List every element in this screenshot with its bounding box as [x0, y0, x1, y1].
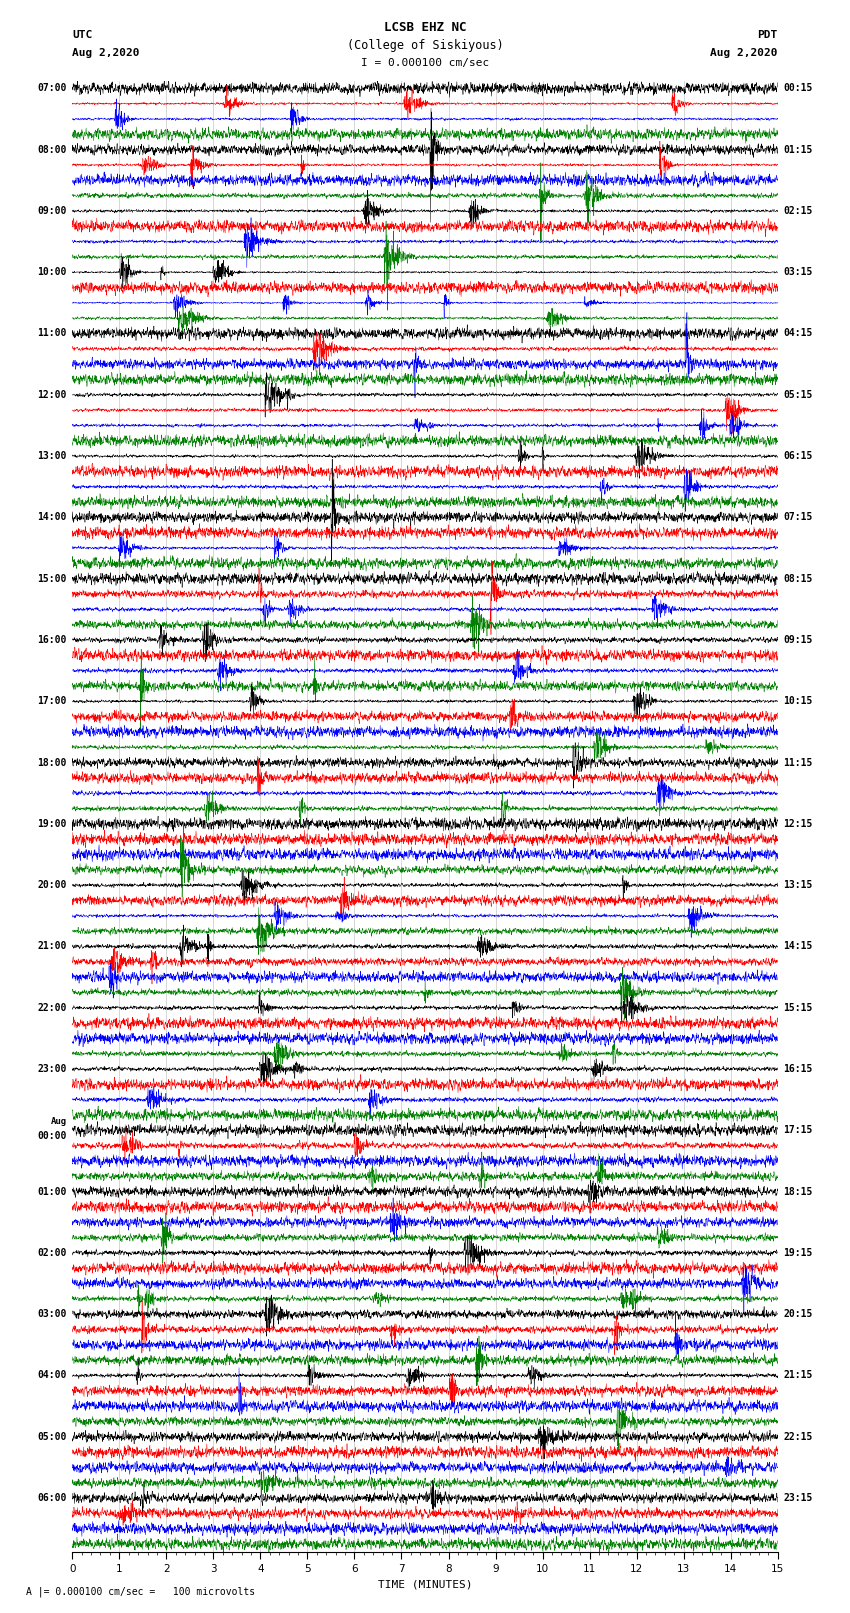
Text: 16:15: 16:15 [784, 1065, 813, 1074]
Text: 11:15: 11:15 [784, 758, 813, 768]
Text: 04:15: 04:15 [784, 329, 813, 339]
Text: 07:15: 07:15 [784, 513, 813, 523]
Text: Aug 2,2020: Aug 2,2020 [711, 48, 778, 58]
Text: 17:15: 17:15 [784, 1126, 813, 1136]
Text: 05:00: 05:00 [37, 1432, 66, 1442]
Text: 19:00: 19:00 [37, 819, 66, 829]
Text: 18:00: 18:00 [37, 758, 66, 768]
Text: 18:15: 18:15 [784, 1187, 813, 1197]
Text: I = 0.000100 cm/sec: I = 0.000100 cm/sec [361, 58, 489, 68]
Text: 22:15: 22:15 [784, 1432, 813, 1442]
Text: 12:00: 12:00 [37, 390, 66, 400]
Text: 00:00: 00:00 [37, 1131, 66, 1140]
Text: 01:15: 01:15 [784, 145, 813, 155]
Text: Aug: Aug [50, 1116, 66, 1126]
Text: 19:15: 19:15 [784, 1248, 813, 1258]
Text: 01:00: 01:00 [37, 1187, 66, 1197]
Text: 15:00: 15:00 [37, 574, 66, 584]
Text: 13:15: 13:15 [784, 881, 813, 890]
Text: 22:00: 22:00 [37, 1003, 66, 1013]
Text: 02:00: 02:00 [37, 1248, 66, 1258]
Text: 14:15: 14:15 [784, 942, 813, 952]
Text: 23:15: 23:15 [784, 1494, 813, 1503]
Text: 23:00: 23:00 [37, 1065, 66, 1074]
Text: 21:00: 21:00 [37, 942, 66, 952]
Text: 12:15: 12:15 [784, 819, 813, 829]
Text: 16:00: 16:00 [37, 636, 66, 645]
X-axis label: TIME (MINUTES): TIME (MINUTES) [377, 1579, 473, 1589]
Text: UTC: UTC [72, 31, 93, 40]
Text: 06:00: 06:00 [37, 1494, 66, 1503]
Text: 07:00: 07:00 [37, 84, 66, 94]
Text: 10:15: 10:15 [784, 697, 813, 706]
Text: 04:00: 04:00 [37, 1371, 66, 1381]
Text: 20:00: 20:00 [37, 881, 66, 890]
Text: 17:00: 17:00 [37, 697, 66, 706]
Text: 11:00: 11:00 [37, 329, 66, 339]
Text: 06:15: 06:15 [784, 452, 813, 461]
Text: 05:15: 05:15 [784, 390, 813, 400]
Text: 20:15: 20:15 [784, 1310, 813, 1319]
Text: PDT: PDT [757, 31, 778, 40]
Text: 03:15: 03:15 [784, 268, 813, 277]
Text: 14:00: 14:00 [37, 513, 66, 523]
Text: Aug 2,2020: Aug 2,2020 [72, 48, 139, 58]
Text: 08:00: 08:00 [37, 145, 66, 155]
Text: A |= 0.000100 cm/sec =   100 microvolts: A |= 0.000100 cm/sec = 100 microvolts [26, 1587, 255, 1597]
Text: 13:00: 13:00 [37, 452, 66, 461]
Text: 21:15: 21:15 [784, 1371, 813, 1381]
Text: 02:15: 02:15 [784, 206, 813, 216]
Text: 09:15: 09:15 [784, 636, 813, 645]
Text: (College of Siskiyous): (College of Siskiyous) [347, 39, 503, 52]
Text: 08:15: 08:15 [784, 574, 813, 584]
Text: 10:00: 10:00 [37, 268, 66, 277]
Text: 09:00: 09:00 [37, 206, 66, 216]
Text: 00:15: 00:15 [784, 84, 813, 94]
Text: 15:15: 15:15 [784, 1003, 813, 1013]
Text: LCSB EHZ NC: LCSB EHZ NC [383, 21, 467, 34]
Text: 03:00: 03:00 [37, 1310, 66, 1319]
